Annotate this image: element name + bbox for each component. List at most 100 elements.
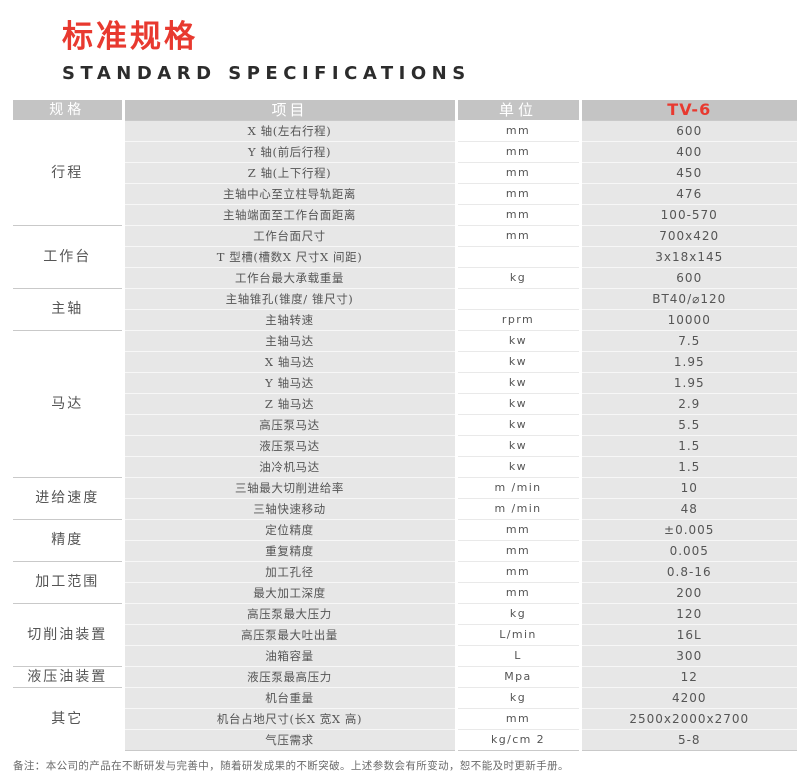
- table-row: 马达 主轴马达 kw 7.5: [13, 329, 797, 478]
- table-header: 规格 项目 单位 TV-6: [13, 99, 797, 121]
- column-header-group: 规格: [13, 99, 125, 121]
- column-header-item: 项目: [123, 99, 458, 121]
- value-cell: 0.8-16: [578, 560, 797, 583]
- item-name-cell: 液压泵马达: [121, 435, 458, 457]
- table-row: 三轴快速移动 m /min 48: [13, 498, 797, 520]
- value-cell: 4200: [578, 686, 797, 709]
- item-name-cell: 三轴快速移动: [121, 498, 458, 520]
- item-name-cell: 加工孔径: [121, 560, 458, 583]
- item-name-cell: 高压泵最大压力: [121, 602, 458, 625]
- table-body: 行程 X 轴(左右行程) mm 600 Y 轴(前后行程) mm 400 Z 轴(上下行程) m…: [13, 119, 797, 751]
- table-row: 加工范围 加工孔径 mm 0.8-16: [13, 560, 797, 604]
- unit-cell: kw: [456, 329, 580, 352]
- table-row: 切削油装置 高压泵最大压力 kg 120: [13, 602, 797, 667]
- item-name-cell: 机台重量: [121, 686, 458, 709]
- value-cell: 400: [578, 141, 797, 163]
- unit-cell: mm: [456, 540, 580, 562]
- table-row: 进给速度 三轴最大切削进给率 m /min 10: [13, 476, 797, 520]
- value-cell: 3x18x145: [578, 246, 797, 268]
- value-cell: 100-570: [578, 204, 797, 226]
- unit-cell: mm: [456, 120, 580, 142]
- value-cell: 1.5: [578, 456, 797, 478]
- group-label-cell: 进给速度: [13, 476, 123, 520]
- item-name-cell: 主轴锥孔(锥度/ 锥尺寸): [121, 287, 458, 310]
- table-row: 主轴端面至工作台面距离 mm 100-570: [13, 204, 797, 226]
- table-row: 其它 机台重量 kg 4200: [13, 686, 797, 751]
- footnote: 备注：本公司的产品在不断研发与完善中，随着研发成果的不断突破。上述参数会有所变动…: [13, 759, 569, 772]
- table-row: Z 轴(上下行程) mm 450: [13, 162, 797, 184]
- group-label-cell: 主轴: [13, 287, 123, 331]
- unit-cell: kg: [456, 267, 580, 289]
- item-name-cell: Y 轴马达: [121, 372, 458, 394]
- value-cell: 5-8: [578, 729, 797, 751]
- table-row: 主轴 主轴锥孔(锥度/ 锥尺寸) BT40/⌀120: [13, 287, 797, 331]
- item-name-cell: T 型槽(槽数X 尺寸X 间距): [121, 246, 458, 268]
- table-row: 液压泵马达 kw 1.5: [13, 435, 797, 457]
- unit-cell: mm: [456, 141, 580, 163]
- specifications-table-wrap: 规格 项目 单位 TV-6 行程 X 轴(左右行程) mm 600 Y 轴(前后行程) m…: [13, 99, 797, 751]
- group-label-cell: 行程: [13, 120, 123, 226]
- table-row: 油箱容量 L 300: [13, 645, 797, 667]
- unit-cell: Mpa: [456, 665, 580, 688]
- item-name-cell: 油箱容量: [121, 645, 458, 667]
- value-cell: 450: [578, 162, 797, 184]
- item-name-cell: 三轴最大切削进给率: [121, 476, 458, 499]
- group-label-cell: 切削油装置: [13, 602, 123, 667]
- item-name-cell: X 轴马达: [121, 351, 458, 373]
- unit-cell: [456, 246, 580, 268]
- item-name-cell: Z 轴(上下行程): [121, 162, 458, 184]
- table-row: Y 轴马达 kw 1.95: [13, 372, 797, 394]
- value-cell: 0.005: [578, 540, 797, 562]
- table-row: 液压油装置 液压泵最高压力 Mpa 12: [13, 665, 797, 688]
- item-name-cell: 主轴端面至工作台面距离: [121, 204, 458, 226]
- table-row: 气压需求 kg/cm 2 5-8: [13, 729, 797, 751]
- value-cell: 7.5: [578, 329, 797, 352]
- value-cell: 120: [578, 602, 797, 625]
- unit-cell: kw: [456, 372, 580, 394]
- item-name-cell: X 轴(左右行程): [121, 119, 458, 142]
- value-cell: 2.9: [578, 393, 797, 415]
- value-cell: 200: [578, 582, 797, 604]
- value-cell: 300: [578, 645, 797, 667]
- unit-cell: L: [456, 645, 580, 667]
- unit-cell: [456, 287, 580, 310]
- unit-cell: rprm: [456, 309, 580, 331]
- item-name-cell: Z 轴马达: [121, 393, 458, 415]
- unit-cell: mm: [456, 224, 580, 247]
- table-header-row: 规格 项目 单位 TV-6: [13, 99, 797, 121]
- table-row: X 轴马达 kw 1.95: [13, 351, 797, 373]
- unit-cell: kw: [456, 393, 580, 415]
- unit-cell: mm: [456, 204, 580, 226]
- item-name-cell: 高压泵马达: [121, 414, 458, 436]
- unit-cell: kg: [456, 686, 580, 709]
- unit-cell: kw: [456, 414, 580, 436]
- value-cell: 476: [578, 183, 797, 205]
- value-cell: 600: [578, 267, 797, 289]
- value-cell: 1.95: [578, 351, 797, 373]
- table-row: 油冷机马达 kw 1.5: [13, 456, 797, 478]
- value-cell: 700x420: [578, 224, 797, 247]
- value-cell: 600: [578, 119, 797, 142]
- item-name-cell: 主轴转速: [121, 309, 458, 331]
- specifications-table: 规格 项目 单位 TV-6 行程 X 轴(左右行程) mm 600 Y 轴(前后行程) m…: [13, 99, 797, 751]
- item-name-cell: 重复精度: [121, 540, 458, 562]
- table-row: 机台占地尺寸(长X 宽X 高) mm 2500x2000x2700: [13, 708, 797, 730]
- table-row: 工作台 工作台面尺寸 mm 700x420: [13, 224, 797, 289]
- table-row: 最大加工深度 mm 200: [13, 582, 797, 604]
- group-label-cell: 工作台: [13, 224, 123, 289]
- item-name-cell: 气压需求: [121, 729, 458, 751]
- unit-cell: kw: [456, 351, 580, 373]
- table-row: 重复精度 mm 0.005: [13, 540, 797, 562]
- group-label-cell: 加工范围: [13, 560, 123, 604]
- table-row: 主轴中心至立柱导轨距离 mm 476: [13, 183, 797, 205]
- unit-cell: m /min: [456, 476, 580, 499]
- item-name-cell: 液压泵最高压力: [121, 665, 458, 688]
- table-row: Y 轴(前后行程) mm 400: [13, 141, 797, 163]
- item-name-cell: 机台占地尺寸(长X 宽X 高): [121, 708, 458, 730]
- value-cell: 48: [578, 498, 797, 520]
- group-label-cell: 液压油装置: [13, 665, 123, 688]
- group-label-cell: 精度: [13, 518, 123, 562]
- item-name-cell: 定位精度: [121, 518, 458, 541]
- value-cell: 1.95: [578, 372, 797, 394]
- table-row: 高压泵最大吐出量 L/min 16L: [13, 624, 797, 646]
